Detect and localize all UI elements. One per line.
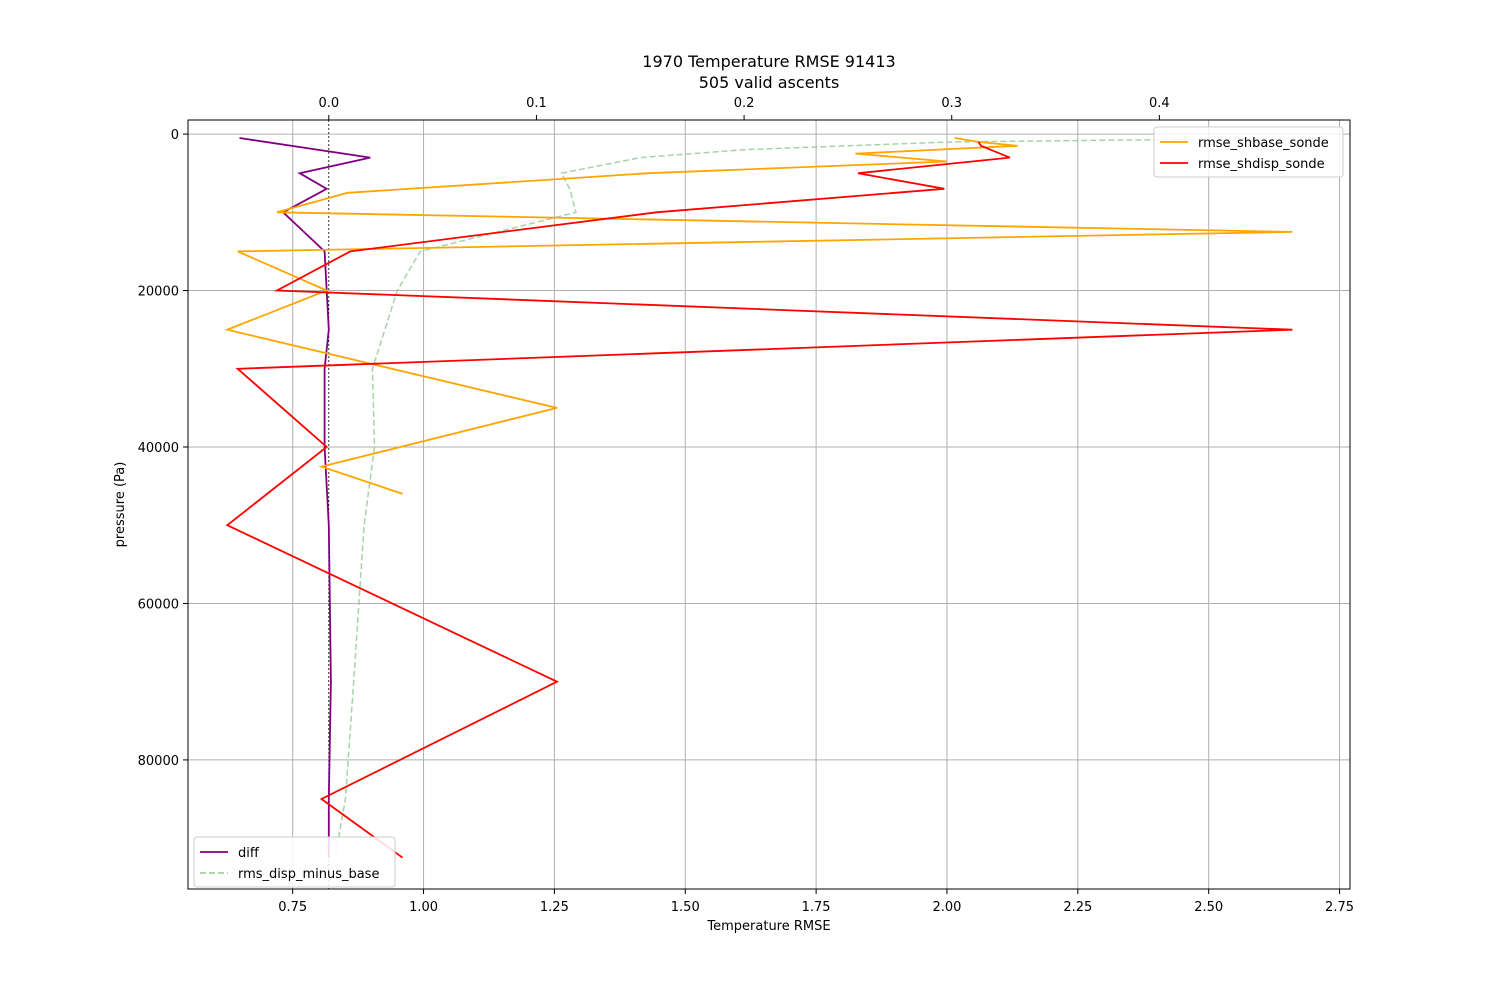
x-tick-label: 2.50: [1194, 900, 1223, 915]
x-tick-label: 2.75: [1325, 900, 1354, 915]
chart-subtitle: 505 valid ascents: [699, 73, 840, 92]
y-axis: 0 20000 40000 60000 80000: [138, 128, 188, 769]
series-line-rmse_shdisp_sonde: [225, 141, 1293, 859]
legend-box: [1153, 126, 1344, 178]
top-x-axis: 0.0 0.1 0.2 0.3 0.4: [318, 96, 1170, 120]
series-layer: [224, 137, 1322, 859]
series-line-diff: [239, 137, 371, 858]
grid: [188, 120, 1350, 889]
legend-label-rmse_shdisp_sonde: rmse_shdisp_sonde: [1198, 157, 1325, 172]
x-axis-label: Temperature RMSE: [706, 919, 830, 934]
y-tick-label: 40000: [138, 441, 179, 456]
legend-label-rms_disp_minus_base: rms_disp_minus_base: [238, 867, 379, 882]
x-tick-label: 0.75: [278, 900, 307, 915]
series-line-rmse_shbase_sonde: [224, 137, 1293, 495]
top-x-tick-label: 0.0: [318, 96, 339, 111]
legend-label-rmse_shbase_sonde: rmse_shbase_sonde: [1198, 136, 1329, 151]
series-line-rms_disp_minus_base: [334, 137, 1322, 858]
y-tick-label: 20000: [138, 285, 179, 300]
top-x-tick-label: 0.1: [526, 96, 547, 111]
top-x-tick-label: 0.2: [734, 96, 755, 111]
chart-title: 1970 Temperature RMSE 91413: [642, 52, 895, 71]
legend-box: [193, 836, 396, 888]
top-x-tick-label: 0.4: [1149, 96, 1170, 111]
legend-label-diff: diff: [238, 846, 260, 861]
top-x-tick-label: 0.3: [941, 96, 962, 111]
plot-frame: [187, 119, 1351, 890]
legend-top-right: rmse_shbase_sonde rmse_shdisp_sonde: [1153, 126, 1344, 178]
legend-bottom-left: diff rms_disp_minus_base: [193, 836, 396, 888]
x-tick-label: 1.50: [671, 900, 700, 915]
y-tick-label: 0: [171, 128, 179, 143]
y-axis-label: pressure (Pa): [113, 462, 128, 548]
y-tick-label: 80000: [138, 754, 179, 769]
x-tick-label: 2.25: [1063, 900, 1092, 915]
y-tick-label: 60000: [138, 597, 179, 612]
bottom-x-axis: 0.75 1.00 1.25 1.50 1.75 2.00 2.25 2.50 2.75: [278, 889, 1354, 915]
x-tick-label: 2.00: [932, 900, 961, 915]
x-tick-label: 1.00: [409, 900, 438, 915]
x-tick-label: 1.75: [802, 900, 831, 915]
x-tick-label: 1.25: [540, 900, 569, 915]
